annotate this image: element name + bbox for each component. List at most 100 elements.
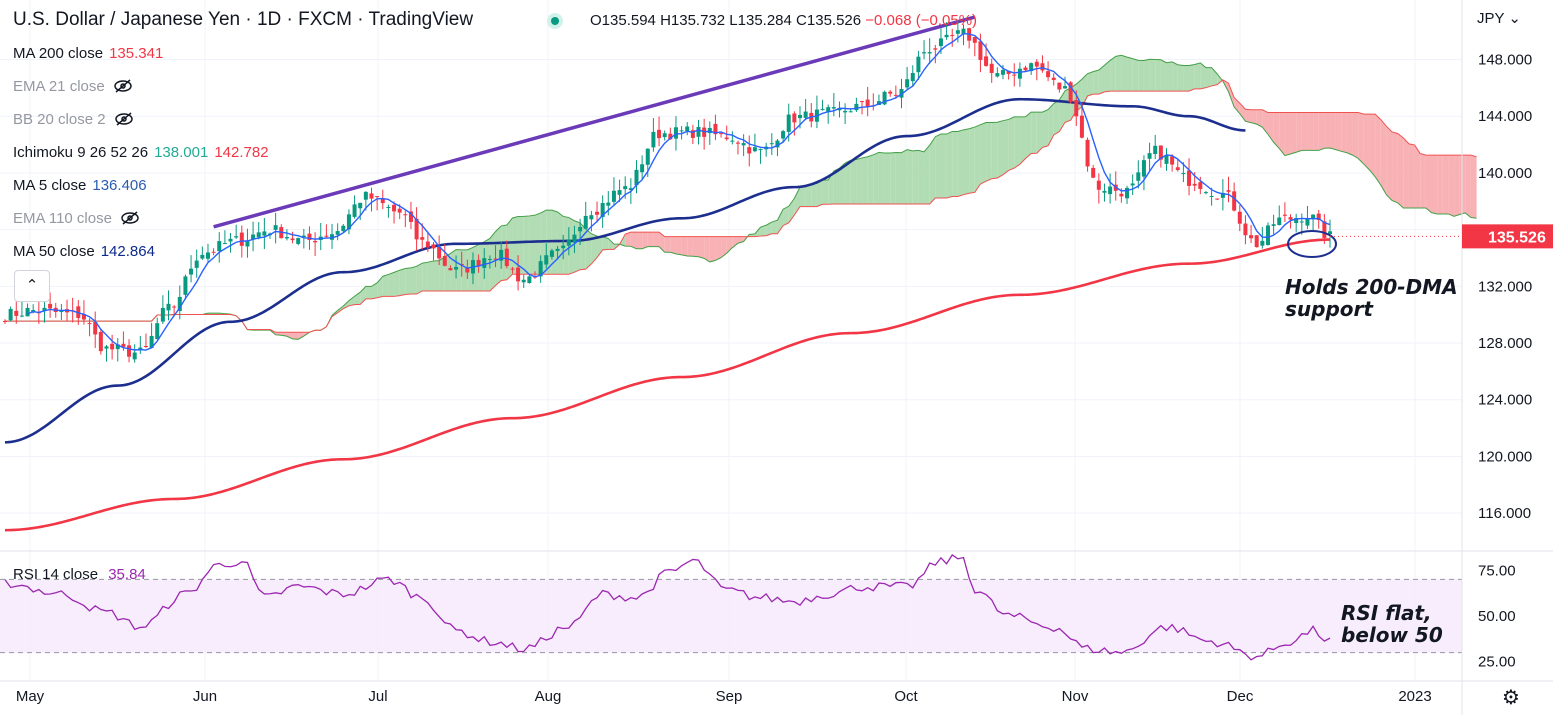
cloud-segment [394, 270, 400, 297]
cloud-segment [709, 236, 716, 262]
cloud-segment [1341, 112, 1347, 153]
legend-row[interactable]: MA 50 close 142.864 [13, 243, 155, 260]
settings-gear-icon[interactable]: ⚙ [1502, 687, 1520, 709]
cloud-segment [867, 154, 874, 204]
candle-body [673, 127, 678, 139]
cloud-segment [895, 152, 902, 204]
candle-body [995, 73, 1000, 77]
candle-body [786, 114, 791, 132]
candle-body [820, 109, 825, 111]
cloud-segment [940, 134, 947, 198]
legend-value: 142.864 [100, 243, 155, 260]
cloud-segment [371, 282, 378, 299]
candle-body [938, 38, 943, 47]
legend-row[interactable]: EMA 110 close [13, 210, 140, 227]
cloud-segment [1194, 62, 1201, 89]
cloud-segment [1408, 143, 1415, 208]
candle-body [826, 107, 831, 112]
legend-row[interactable]: MA 5 close 136.406 [13, 177, 147, 194]
cloud-segment [743, 234, 750, 242]
candle-body [747, 147, 752, 154]
cloud-segment [670, 236, 676, 254]
cloud-segment [1420, 153, 1426, 208]
support-circle [1287, 230, 1337, 258]
candle-body [160, 307, 165, 322]
market-status-icon[interactable] [547, 13, 563, 29]
legend-value: 138.001 [154, 144, 209, 161]
cloud-segment [399, 268, 406, 296]
candle-body [172, 306, 177, 308]
currency-selector[interactable]: JPY ⌄ [1477, 9, 1521, 27]
cloud-segment [1132, 58, 1139, 92]
candle-body [561, 245, 566, 249]
cloud-segment [529, 215, 535, 275]
candle-body [81, 314, 86, 320]
candle-body [1198, 182, 1203, 189]
candle-body [544, 255, 549, 265]
candle-body [910, 72, 915, 82]
candle-body [634, 169, 639, 186]
candle-body [1203, 192, 1208, 194]
candle-body [1288, 217, 1293, 220]
cloud-segment [642, 232, 648, 249]
legend-row[interactable]: BB 20 close 2 [13, 111, 134, 128]
cloud-segment [907, 149, 913, 204]
legend-value-2: 142.782 [214, 144, 269, 161]
cloud-segment [963, 128, 970, 195]
cloud-segment [1143, 59, 1150, 92]
eye-crossed-icon[interactable] [120, 211, 140, 225]
cloud-segment [721, 236, 727, 258]
candle-body [1034, 61, 1039, 67]
cloud-segment [636, 232, 643, 249]
legend-label: EMA 110 close [13, 210, 112, 227]
candle-body [110, 343, 115, 350]
rsi-tick-label: 50.00 [1478, 608, 1516, 625]
candle-body [583, 215, 588, 229]
support-annotation-line1: Holds 200-DMA [1285, 275, 1458, 299]
time-tick-label: 2023 [1398, 688, 1431, 705]
candle-body [1322, 221, 1327, 239]
candle-body [87, 323, 92, 325]
cloud-segment [1042, 109, 1049, 148]
candle-body [1220, 192, 1225, 198]
candle-body [1226, 190, 1231, 192]
rsi-pane [0, 554, 1462, 661]
cloud-segment [427, 260, 434, 291]
collapse-legend-button[interactable]: ⌃ [14, 270, 50, 302]
candle-body [273, 225, 278, 230]
cloud-segment [918, 150, 925, 204]
cloud-segment [1228, 83, 1235, 108]
cloud-segment [935, 134, 941, 198]
eye-crossed-icon[interactable] [114, 112, 134, 126]
cloud-segment [630, 232, 637, 249]
candle-body [358, 202, 363, 209]
legend-row[interactable]: MA 200 close 135.341 [13, 45, 163, 62]
candle-body [296, 238, 301, 244]
legend-label: MA 5 close [13, 177, 87, 194]
candle-body [290, 238, 295, 241]
cloud-segment [495, 225, 502, 286]
candle-body [775, 140, 780, 148]
legend-row[interactable]: EMA 21 close [13, 78, 133, 95]
eye-crossed-icon[interactable] [113, 79, 133, 93]
trendline[interactable] [213, 15, 976, 229]
cloud-segment [1380, 119, 1387, 195]
candle-body [1046, 71, 1051, 78]
cloud-segment [698, 236, 705, 259]
cloud-segment [890, 152, 896, 204]
candle-body [352, 204, 357, 217]
candle-body [1063, 86, 1067, 89]
cloud-segment [1352, 112, 1359, 159]
candle-body [555, 248, 560, 251]
candle-body [781, 131, 786, 139]
cloud-segment [856, 157, 863, 204]
legend-row[interactable]: Ichimoku 9 26 52 26 138.001 142.782 [13, 144, 269, 161]
candle-body [905, 79, 910, 88]
candle-body [611, 190, 616, 202]
candle-body [538, 261, 543, 277]
cloud-segment [704, 236, 710, 262]
cloud-segment [675, 236, 682, 255]
cloud-segment [839, 163, 846, 204]
legend-label: MA 50 close [13, 243, 95, 260]
